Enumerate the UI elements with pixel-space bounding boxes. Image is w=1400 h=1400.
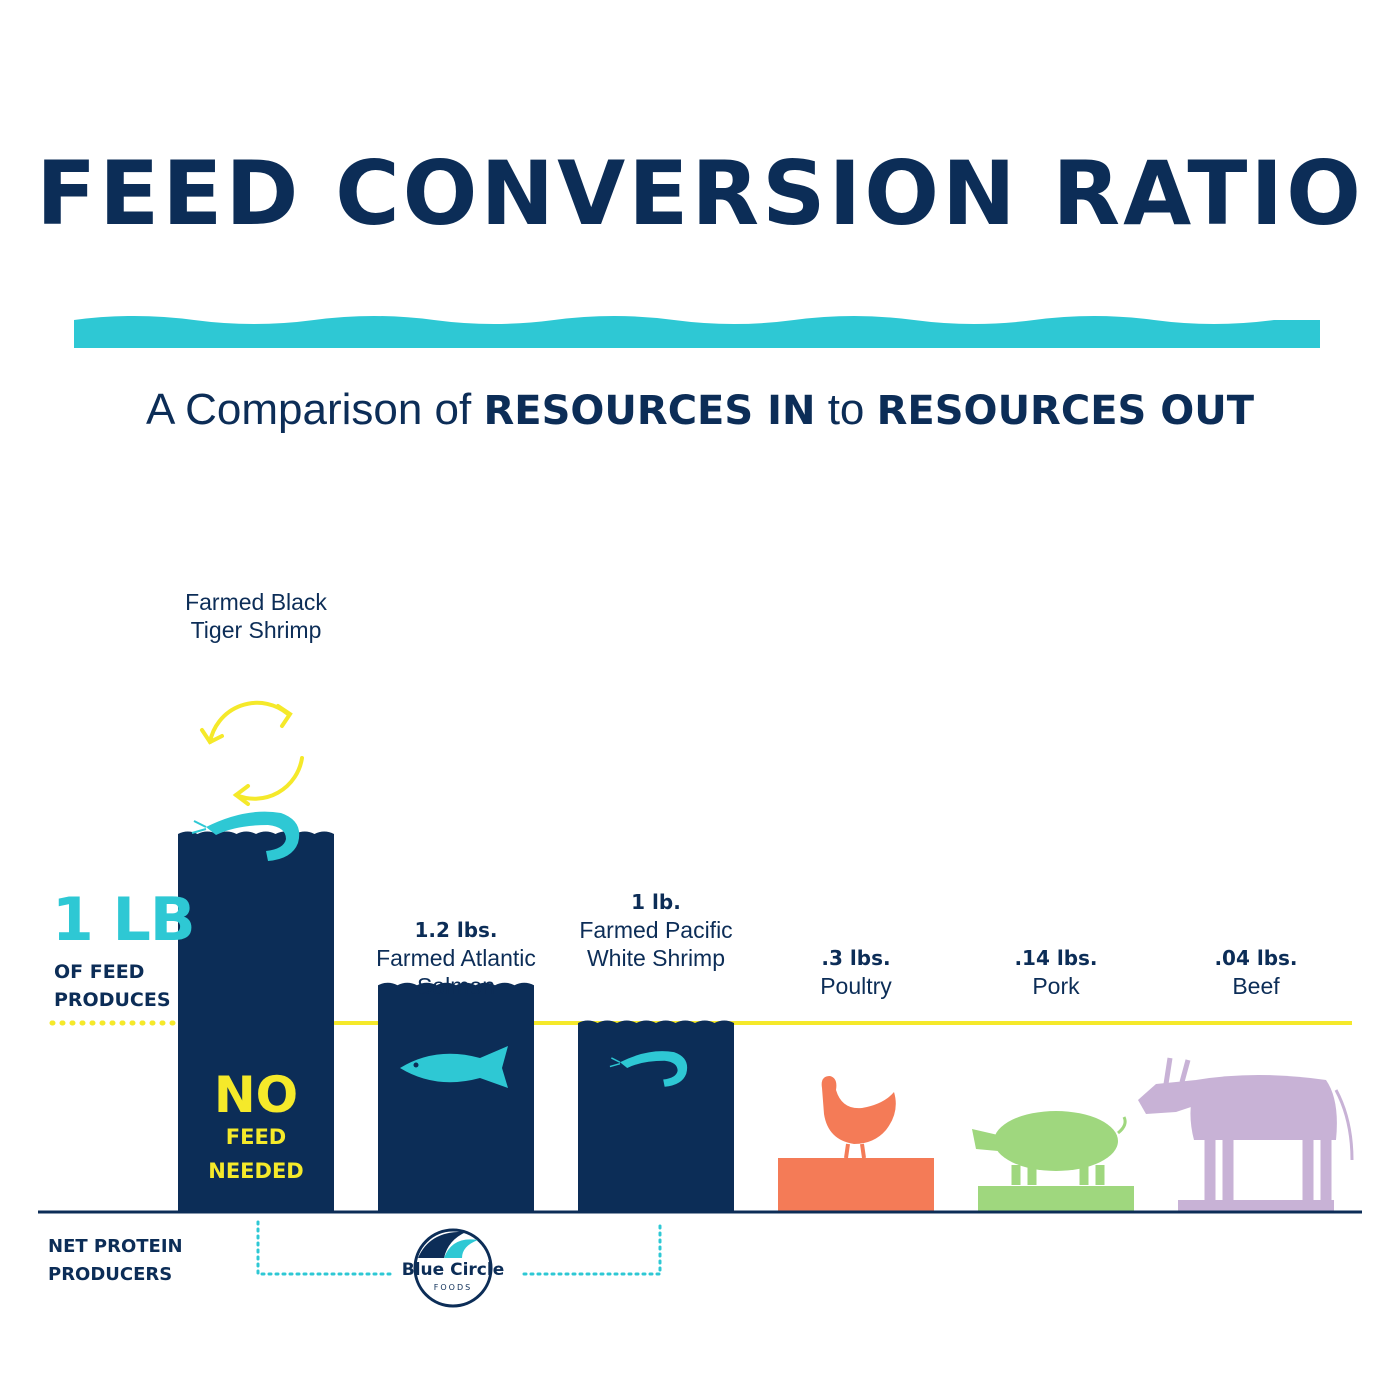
bar-4 — [778, 1158, 934, 1212]
wave-divider — [74, 316, 1320, 348]
bar-group-4 — [778, 1158, 934, 1212]
recycle-icon — [200, 700, 304, 806]
bar-5 — [978, 1186, 1134, 1212]
value-label-4: .3 lbs. — [821, 946, 891, 970]
chicken-icon-legs — [844, 1143, 866, 1159]
category-name-3: Farmed Pacific White Shrimp — [579, 917, 733, 971]
subtitle-bold-out: RESOURCES OUT — [876, 388, 1255, 434]
no-feed-line1: FEED — [225, 1125, 287, 1149]
no-feed-note: NO FEED NEEDED — [178, 1070, 334, 1188]
shrimp-icon-body — [206, 811, 300, 861]
category-name-4: Poultry — [820, 973, 892, 999]
category-label-6: .04 lbs. Beef — [1136, 944, 1376, 1000]
chart-title: FEED CONVERSION RATIO — [36, 142, 1364, 245]
no-feed-big: NO — [213, 1066, 299, 1124]
category-name-2: Farmed Atlantic Salmon — [376, 945, 536, 999]
recycle-arrow-2 — [234, 756, 304, 801]
value-label-2: 1.2 lbs. — [414, 918, 498, 942]
shrimp-icon — [191, 811, 300, 861]
no-feed-line2: NEEDED — [208, 1159, 304, 1183]
logo-name: Blue Circle — [401, 1260, 505, 1280]
recycle-head-3 — [200, 728, 224, 745]
category-label-2: 1.2 lbs. Farmed Atlantic Salmon — [336, 916, 576, 1000]
bar-6 — [1178, 1200, 1334, 1212]
subtitle-middle: to — [815, 385, 877, 434]
chicken-icon — [821, 1076, 896, 1159]
logo-sub: FOODS — [433, 1283, 473, 1292]
bar-group-3 — [578, 1020, 734, 1212]
value-label-5: .14 lbs. — [1014, 946, 1098, 970]
category-name-1: Farmed Black Tiger Shrimp — [185, 589, 327, 643]
pig-icon — [972, 1111, 1127, 1185]
bar-2 — [378, 982, 534, 1212]
category-name-5: Pork — [1032, 973, 1080, 999]
category-label-3: 1 lb. Farmed Pacific White Shrimp — [536, 888, 776, 972]
reference-small-label: OF FEED PRODUCES — [54, 961, 171, 1011]
subtitle-bold-in: RESOURCES IN — [483, 388, 816, 434]
pig-icon-snout — [972, 1129, 998, 1151]
chart-subtitle: A Comparison of RESOURCES IN to RESOURCE… — [0, 385, 1400, 435]
cow-icon-body — [1190, 1075, 1337, 1140]
bar-1 — [178, 831, 334, 1212]
shrimp-icon-antenna — [609, 1057, 621, 1068]
category-name-6: Beef — [1232, 973, 1280, 999]
shrimp-icon — [609, 1051, 688, 1087]
category-label-4: .3 lbs. Poultry — [736, 944, 976, 1000]
fish-icon — [400, 1046, 508, 1088]
cow-icon-tail — [1334, 1089, 1354, 1161]
shrimp-icon-antenna — [191, 820, 207, 834]
pig-icon-tail — [1117, 1116, 1127, 1135]
cow-icon — [1138, 1057, 1354, 1200]
bar-3 — [578, 1020, 734, 1212]
bar-group-5 — [978, 1186, 1134, 1212]
bar-group-6 — [1178, 1200, 1334, 1212]
bar-group-2 — [378, 982, 534, 1212]
subtitle-prefix: A Comparison of — [145, 385, 484, 434]
pig-icon-legs — [1011, 1165, 1105, 1185]
value-label-3: 1 lb. — [631, 890, 681, 914]
reference-big-label: 1 LB — [52, 885, 196, 955]
category-label-1: Farmed Black Tiger Shrimp — [136, 588, 376, 644]
shrimp-icon-body — [620, 1051, 688, 1087]
value-label-6: .04 lbs. — [1214, 946, 1298, 970]
chicken-icon-body — [821, 1076, 896, 1144]
cow-icon-horns — [1163, 1057, 1191, 1085]
recycle-head-1 — [276, 704, 293, 728]
pig-icon-body — [994, 1111, 1118, 1171]
fish-icon-body — [400, 1046, 508, 1088]
net-protein-label: NET PROTEIN PRODUCERS — [48, 1236, 183, 1285]
cow-icon-legs — [1204, 1140, 1332, 1200]
recycle-head-2 — [232, 784, 250, 806]
fish-icon-eye — [413, 1062, 419, 1068]
bar-group-1 — [178, 831, 334, 1212]
cow-icon-head — [1138, 1080, 1196, 1114]
category-label-5: .14 lbs. Pork — [936, 944, 1176, 1000]
